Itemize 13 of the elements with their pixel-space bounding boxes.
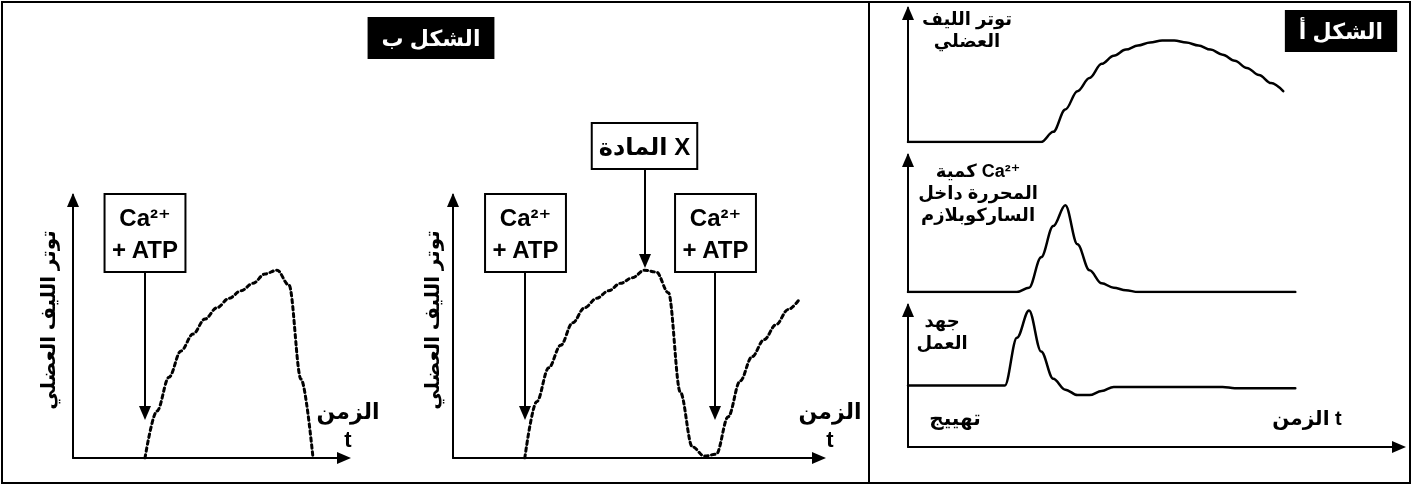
chart-title: الشكل أ bbox=[1298, 15, 1384, 44]
text: المادة X bbox=[598, 132, 691, 160]
y-axis-title: توتر الليف العضلي bbox=[37, 230, 61, 410]
annotation: تهييج bbox=[929, 407, 981, 430]
y-axis-title: توتر الليف العضلي bbox=[921, 9, 1013, 52]
y-axis-title: جهد العمل bbox=[916, 311, 968, 353]
x-axis-title: الزمن t bbox=[1272, 407, 1343, 430]
text: Ca²⁺ + ATP bbox=[492, 203, 559, 263]
chart-title: الشكل ب bbox=[381, 25, 481, 51]
y-axis-title: توتر الليف العضلي bbox=[421, 230, 445, 410]
y-axis-title: كمية Ca²⁺ المحررة داخل الساركوبلازم bbox=[918, 161, 1038, 226]
text: Ca²⁺ + ATP bbox=[682, 203, 749, 263]
text: Ca²⁺ + ATP bbox=[111, 203, 179, 263]
